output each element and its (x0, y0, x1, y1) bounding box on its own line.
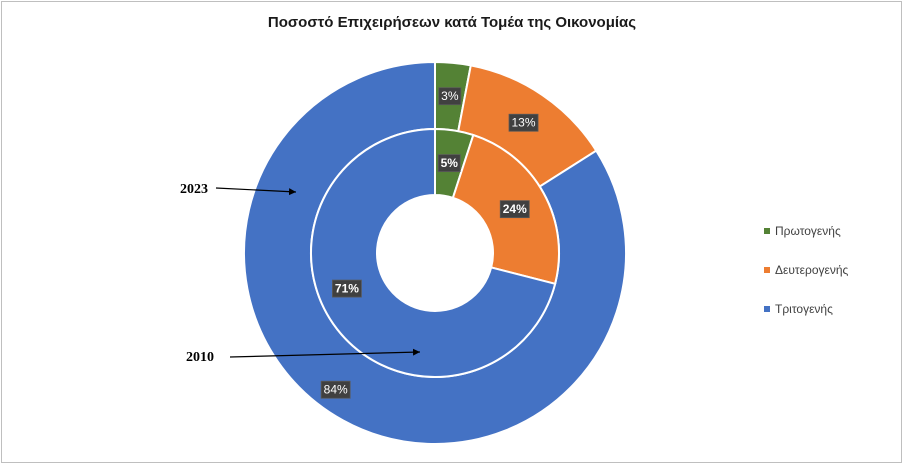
svg-text:13%: 13% (512, 116, 536, 130)
data-label-2023-primary: 3% (438, 87, 462, 106)
svg-text:71%: 71% (335, 282, 359, 296)
annotation-2010: 2010 (186, 348, 421, 365)
legend-label-tertiary: Τριτογενής (775, 302, 833, 316)
annotation-2023-arrow (215, 187, 297, 196)
inner-ring-2010 (310, 127, 560, 378)
legend-label-secondary: Δευτερογενής (775, 263, 849, 277)
data-label-2010-primary: 5% (437, 154, 461, 173)
annotation-2010-label: 2010 (186, 350, 214, 365)
annotation-2010-arrow (229, 348, 421, 358)
svg-text:24%: 24% (503, 202, 527, 216)
chart-title: Ποσοστό Επιχειρήσεων κατά Τομέα της Οικο… (268, 14, 636, 31)
svg-text:3%: 3% (441, 89, 459, 103)
outer-ring-labels: 3% 13% 84% (320, 87, 539, 399)
legend-swatch-secondary (764, 267, 770, 273)
data-label-2010-tertiary: 71% (332, 279, 362, 298)
data-label-2023-tertiary: 84% (320, 380, 351, 399)
legend: Πρωτογενής Δευτερογενής Τριτογενής (764, 224, 849, 316)
data-label-2010-secondary: 24% (499, 200, 530, 219)
slice-2010-tertiary (310, 127, 557, 378)
legend-swatch-primary (764, 228, 770, 234)
legend-label-primary: Πρωτογενής (775, 224, 841, 238)
data-label-2023-secondary: 13% (508, 113, 539, 132)
outer-ring-2023 (243, 60, 627, 445)
annotation-2023: 2023 (180, 182, 297, 197)
legend-swatch-tertiary (764, 306, 770, 312)
svg-text:5%: 5% (441, 156, 459, 170)
annotation-2023-label: 2023 (180, 182, 208, 197)
svg-text:84%: 84% (324, 383, 348, 397)
inner-ring-labels: 5% 24% 71% (332, 154, 530, 298)
